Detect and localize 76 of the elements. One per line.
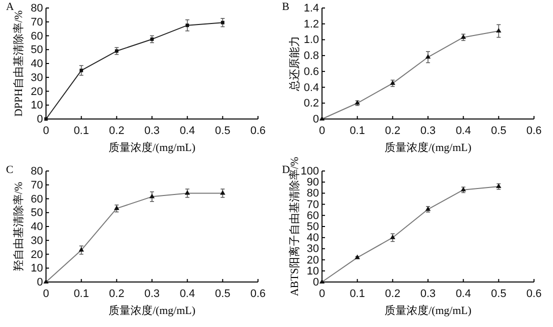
- y-tick-label: 80: [30, 2, 43, 15]
- y-tick-label: 0: [312, 276, 319, 289]
- y-tick-label: 50: [30, 207, 43, 220]
- y-tick-label: 80: [306, 188, 319, 200]
- y-tick-label: 50: [30, 44, 43, 56]
- x-tick-label: 0.1: [74, 125, 89, 138]
- y-tick-label: 40: [30, 58, 43, 70]
- x-tick-label: 0.6: [526, 288, 542, 300]
- x-axis-title: 质量浓度/(mg/mL): [384, 304, 472, 317]
- y-tick-label: 30: [30, 234, 43, 247]
- y-tick-label: 1.4: [304, 2, 319, 15]
- x-tick-label: 0.4: [180, 288, 195, 300]
- y-tick-label: 0: [36, 276, 43, 289]
- y-tick-label: 30: [30, 72, 43, 84]
- x-tick-label: 0.2: [385, 288, 400, 300]
- x-tick-label: 0.3: [144, 288, 160, 300]
- y-tick-label: 70: [30, 179, 43, 192]
- y-tick-label: 10: [30, 262, 43, 275]
- x-axis-title: 质量浓度/(mg/mL): [108, 304, 196, 317]
- y-tick-label: 0.2: [304, 98, 319, 110]
- x-tick-label: 0.4: [456, 288, 471, 300]
- y-tick-label: 70: [30, 16, 43, 28]
- y-tick-label: 20: [30, 248, 43, 261]
- x-tick-label: 0.3: [420, 288, 436, 300]
- y-tick-label: 10: [30, 100, 43, 112]
- y-axis-title: ABTS阳离子自由基清除率/%: [288, 156, 301, 296]
- y-tick-label: 10: [306, 265, 319, 278]
- x-tick-label: 0.6: [250, 125, 266, 138]
- x-tick-label: 0.2: [385, 125, 400, 138]
- x-tick-label: 0.5: [491, 125, 506, 138]
- y-tick-label: 0: [36, 114, 43, 126]
- x-tick-label: 0.6: [526, 125, 542, 138]
- x-tick-label: 0.5: [215, 288, 230, 300]
- y-tick-label: 1.0: [304, 34, 319, 46]
- y-axis-title: 羟自由基清除率/%: [12, 182, 25, 272]
- x-tick-label: 0.2: [109, 288, 124, 300]
- x-tick-label: 0.5: [491, 288, 506, 300]
- y-tick-label: 0.6: [304, 66, 319, 78]
- x-tick-label: 0.4: [456, 125, 471, 138]
- y-tick-label: 60: [30, 193, 43, 206]
- y-tick-label: 40: [306, 232, 319, 244]
- y-tick-label: 40: [30, 221, 43, 234]
- chart-title: C: [6, 164, 14, 176]
- x-tick-label: 0.3: [144, 125, 160, 138]
- y-axis-title: DPPH自由基清除率/%: [12, 10, 25, 117]
- point: [186, 24, 190, 28]
- y-tick-label: 20: [306, 254, 319, 266]
- x-tick-label: 0.1: [350, 125, 365, 138]
- y-tick-label: 60: [306, 210, 319, 222]
- y-axis-title: 总还原能力: [288, 36, 301, 92]
- x-axis-title: 质量浓度/(mg/mL): [108, 141, 196, 154]
- point: [220, 20, 224, 24]
- x-tick-label: 0.1: [74, 288, 89, 300]
- x-tick-label: 0.1: [350, 288, 365, 300]
- chart-title: B: [282, 1, 290, 13]
- y-tick-label: 20: [30, 86, 43, 98]
- chart-title: A: [6, 1, 14, 13]
- x-axis-title: 质量浓度/(mg/mL): [384, 141, 472, 154]
- y-tick-label: 0: [312, 114, 319, 126]
- y-tick-label: 30: [306, 243, 319, 256]
- y-tick-label: 0.4: [304, 82, 319, 94]
- x-tick-label: 0.3: [420, 125, 436, 138]
- y-tick-label: 80: [30, 166, 43, 178]
- y-tick-label: 100: [300, 166, 319, 178]
- x-tick-label: 0.4: [180, 125, 195, 138]
- chart-title: D: [282, 164, 290, 176]
- y-tick-label: 50: [306, 221, 319, 234]
- y-tick-label: 70: [306, 198, 319, 211]
- x-tick-label: 0.6: [250, 288, 266, 300]
- y-tick-label: 60: [30, 30, 43, 42]
- y-tick-label: 1.2: [304, 18, 319, 30]
- x-tick-label: 0.2: [109, 125, 124, 138]
- y-tick-label: 90: [306, 176, 319, 189]
- point: [80, 68, 84, 72]
- y-tick-label: 0.8: [304, 50, 319, 62]
- x-tick-label: 0.5: [215, 125, 230, 138]
